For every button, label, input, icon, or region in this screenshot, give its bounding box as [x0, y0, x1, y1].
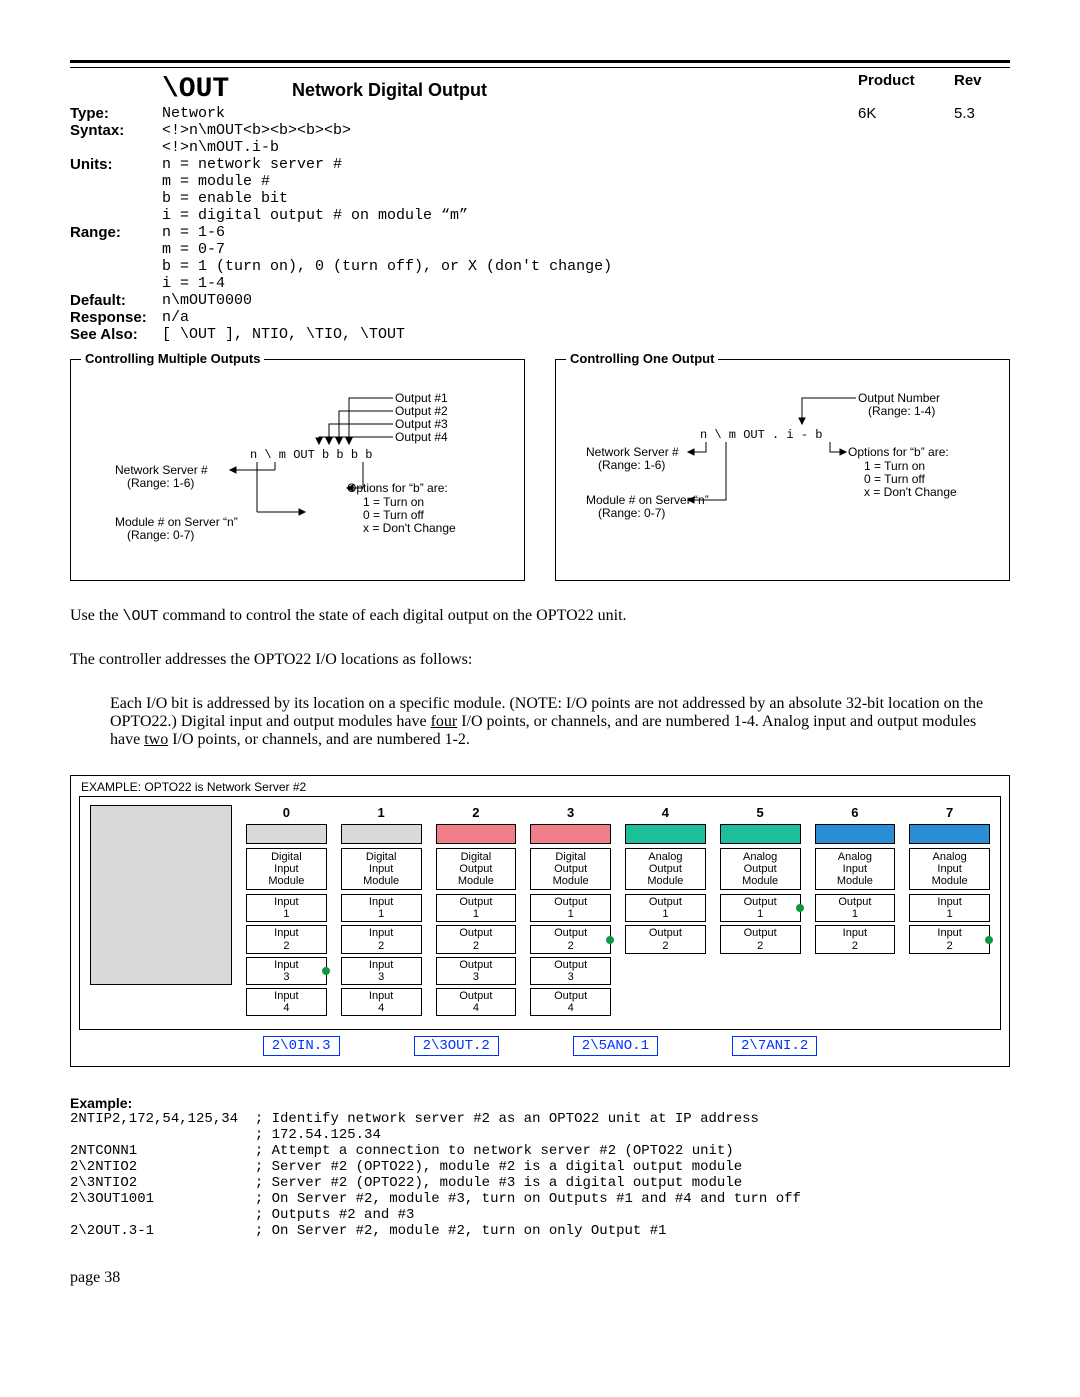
svg-text:x = Don't Change: x = Don't Change: [864, 485, 957, 499]
svg-text:n \ m OUT . i - b: n \ m OUT . i - b: [700, 428, 822, 442]
opto-caption: EXAMPLE: OPTO22 is Network Server #2: [81, 780, 1001, 794]
svg-text:(Range: 1-4): (Range: 1-4): [868, 404, 935, 418]
svg-text:0 = Turn off: 0 = Turn off: [363, 508, 424, 522]
syntax-label: Syntax:: [70, 122, 162, 139]
svg-text:Output #4: Output #4: [395, 430, 448, 444]
opto-ref-box: 2\0IN.3: [263, 1036, 340, 1056]
diagram-multiple-outputs: Controlling Multiple Outputs Output #1 O…: [70, 359, 525, 581]
body-paragraph: Each I/O bit is addressed by its locatio…: [110, 695, 1010, 749]
svg-text:(Range: 0-7): (Range: 0-7): [598, 506, 665, 520]
opto-slot: 4AnalogOutputModuleOutput1Output2: [625, 805, 706, 1019]
opto-slot: 1DigitalInputModuleInput1Input2Input3Inp…: [341, 805, 422, 1019]
range-line: b = 1 (turn on), 0 (turn off), or X (don…: [162, 258, 858, 275]
svg-text:0 = Turn off: 0 = Turn off: [864, 472, 925, 486]
opto-ref-box: 2\7ANI.2: [732, 1036, 817, 1056]
product-label: Product: [858, 72, 954, 105]
svg-text:Network Server #: Network Server #: [586, 445, 679, 459]
opto-slot: 5AnalogOutputModuleOutput1Output2: [720, 805, 801, 1019]
diagram-svg: Output Number (Range: 1-4) n \ m OUT . i…: [580, 390, 960, 550]
inline-code: \OUT: [122, 608, 158, 625]
opto-ref-box: 2\3OUT.2: [414, 1036, 499, 1056]
svg-text:Module # on Server “n”: Module # on Server “n”: [115, 515, 238, 529]
svg-text:1 = Turn on: 1 = Turn on: [363, 495, 424, 509]
body-paragraph: Use the \OUT command to control the stat…: [70, 607, 1010, 625]
units-label: Units:: [70, 156, 162, 173]
units-line: i = digital output # on module “m”: [162, 207, 858, 224]
svg-text:Output #2: Output #2: [395, 404, 448, 418]
rev-value: 5.3: [954, 105, 1010, 122]
units-line: n = network server #: [162, 156, 858, 173]
body-paragraph: The controller addresses the OPTO22 I/O …: [70, 651, 1010, 669]
svg-text:Output Number: Output Number: [858, 391, 940, 405]
diagram-svg: Output #1 Output #2 Output #3 Output #4 …: [95, 390, 475, 570]
svg-text:Network Server #: Network Server #: [115, 463, 208, 477]
opto-slot: 2DigitalOutputModuleOutput1Output2Output…: [436, 805, 517, 1019]
product-value: 6K: [858, 105, 954, 122]
header-rule: [70, 60, 1010, 68]
svg-text:1 = Turn on: 1 = Turn on: [864, 459, 925, 473]
opto-ref-box: 2\5ANO.1: [573, 1036, 658, 1056]
reference-table: \OUT Network Digital Output Product Rev …: [70, 72, 1010, 343]
svg-text:n \ m OUT b b b b: n \ m OUT b b b b: [250, 448, 372, 462]
opto-rack: 0DigitalInputModuleInput1Input2Input3Inp…: [79, 796, 1001, 1030]
svg-text:Options for “b” are:: Options for “b” are:: [347, 481, 448, 495]
svg-text:x = Don't Change: x = Don't Change: [363, 521, 456, 535]
opto22-diagram: EXAMPLE: OPTO22 is Network Server #2 0Di…: [70, 775, 1010, 1067]
range-line: i = 1-4: [162, 275, 858, 292]
range-line: m = 0-7: [162, 241, 858, 258]
page-number: page 38: [70, 1269, 1010, 1287]
units-line: m = module #: [162, 173, 858, 190]
seealso-value: [ \OUT ], NTIO, \TIO, \TOUT: [162, 326, 858, 343]
syntax-line2: <!>n\mOUT.i-b: [162, 139, 858, 156]
type-label: Type:: [70, 105, 162, 122]
default-value: n\mOUT0000: [162, 292, 858, 309]
range-label: Range:: [70, 224, 162, 241]
svg-text:Output #1: Output #1: [395, 391, 448, 405]
example-code: 2NTIP2,172,54,125,34 ; Identify network …: [70, 1111, 1010, 1239]
range-line: n = 1-6: [162, 224, 858, 241]
response-value: n/a: [162, 309, 858, 326]
diagram-legend: Controlling One Output: [566, 351, 718, 366]
type-value: Network: [162, 105, 858, 122]
example-label: Example:: [70, 1095, 1010, 1111]
svg-text:(Range: 1-6): (Range: 1-6): [127, 476, 194, 490]
opto-slot: 6AnalogInputModuleOutput1Input2: [815, 805, 896, 1019]
svg-text:Output #3: Output #3: [395, 417, 448, 431]
svg-text:Module # on Server “n”: Module # on Server “n”: [586, 493, 709, 507]
opto-slot: 0DigitalInputModuleInput1Input2Input3Inp…: [246, 805, 327, 1019]
opto-controller-slot: [90, 805, 232, 985]
svg-text:Options for “b” are:: Options for “b” are:: [848, 445, 949, 459]
svg-text:(Range: 0-7): (Range: 0-7): [127, 528, 194, 542]
rev-label: Rev: [954, 72, 1010, 105]
default-label: Default:: [70, 292, 162, 309]
diagram-legend: Controlling Multiple Outputs: [81, 351, 264, 366]
svg-text:(Range: 1-6): (Range: 1-6): [598, 458, 665, 472]
seealso-label: See Also:: [70, 326, 162, 343]
command-name: \OUT: [162, 74, 292, 105]
command-title: Network Digital Output: [292, 80, 487, 101]
syntax-line1: <!>n\mOUT<b><b><b><b>: [162, 122, 858, 139]
opto-slot: 3DigitalOutputModuleOutput1Output2Output…: [530, 805, 611, 1019]
opto-slot: 7AnalogInputModuleInput1Input2: [909, 805, 990, 1019]
response-label: Response:: [70, 309, 162, 326]
units-line: b = enable bit: [162, 190, 858, 207]
diagram-one-output: Controlling One Output Output Number (Ra…: [555, 359, 1010, 581]
